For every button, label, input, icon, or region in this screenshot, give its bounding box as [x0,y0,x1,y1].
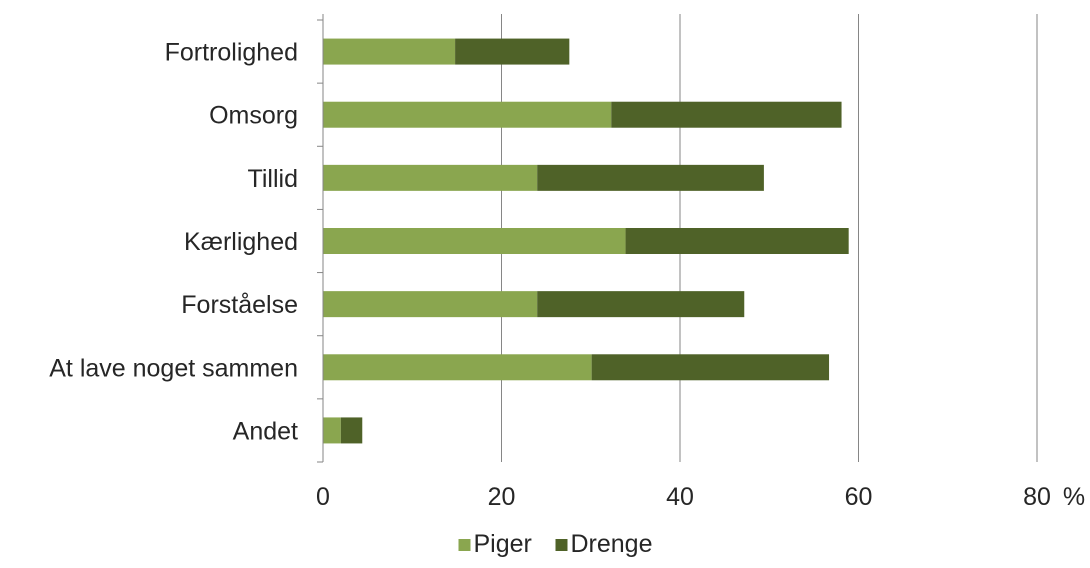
category-label: Tillid [248,165,298,193]
bar-drenge [625,228,849,254]
bar-drenge [611,101,842,128]
category-label: Forståelse [181,291,298,319]
bar-piger [323,101,612,128]
x-tick-label: 60 [845,483,873,511]
category-label: Andet [233,417,298,445]
x-tick-label: 80 [1023,483,1051,511]
bar-drenge [537,291,745,318]
labels: 0 20 40 60 80 % Fortrolighed Omsorg Tillid Kærlig… [49,39,1085,511]
x-unit-label: % [1063,483,1085,511]
bar-drenge [591,354,830,381]
category-label: Fortrolighed [165,39,298,67]
axes [317,14,324,463]
legend-label-piger: Piger [474,530,532,558]
legend-label-drenge: Drenge [571,530,653,558]
bar-piger [323,38,456,65]
legend-swatch-drenge [555,539,568,551]
legend: Piger Drenge [458,530,653,558]
legend-swatch-piger [458,539,471,551]
x-tick-label: 40 [666,483,694,511]
bars [323,38,849,444]
bar-piger [323,417,341,444]
bar-piger [323,228,626,254]
bar-piger [323,354,592,381]
bar-piger [323,164,538,191]
bar-drenge [455,38,570,65]
bar-drenge [340,417,363,444]
category-label: Omsorg [209,102,298,130]
x-tick-label: 0 [316,483,330,511]
category-label: At lave noget sammen [49,354,298,382]
bar-drenge [537,164,764,191]
x-tick-label: 20 [488,483,516,511]
category-label: Kærlighed [184,228,298,256]
bar-piger [323,291,538,318]
